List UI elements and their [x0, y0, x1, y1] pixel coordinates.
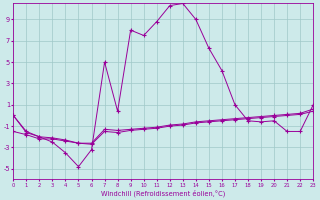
X-axis label: Windchill (Refroidissement éolien,°C): Windchill (Refroidissement éolien,°C)	[101, 189, 226, 197]
